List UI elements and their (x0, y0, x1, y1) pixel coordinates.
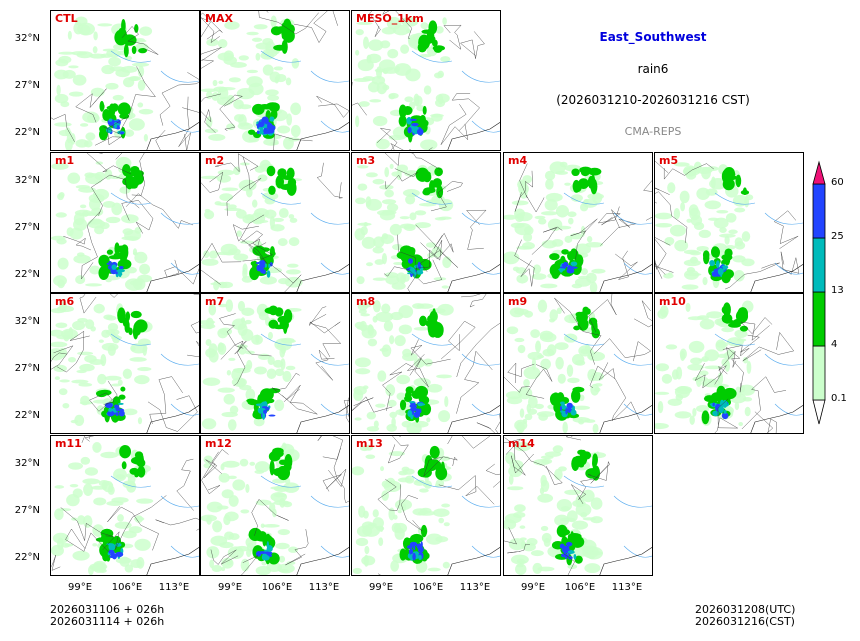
lon-tick-label: 106°E (111, 582, 143, 593)
colorbar-segment (812, 183, 826, 239)
panel-label: m14 (508, 437, 535, 450)
map-panel-m4: m4 (503, 152, 653, 293)
variable-title: rain6 (637, 62, 669, 76)
map-panel-max: MAX (200, 10, 350, 151)
lon-tick-label: 113°E (459, 582, 491, 593)
panel-label: m8 (356, 295, 376, 308)
lat-tick-label: 32°N (14, 316, 40, 327)
lat-tick-label: 22°N (14, 410, 40, 421)
map-panel-m14: m14 (503, 435, 653, 576)
precip-field (51, 16, 199, 150)
map-panel-m7: m7 (200, 293, 350, 434)
lon-tick-label: 106°E (412, 582, 444, 593)
colorbar-tick-label: 25 (831, 231, 844, 242)
valid-time-label: 2026031208(UTC) 2026031216(CST) (695, 604, 795, 628)
map-panel-meso-1km: MESO_1km (351, 10, 501, 151)
region-title: East_Southwest (599, 30, 707, 44)
panel-label: m13 (356, 437, 383, 450)
lon-tick-label: 113°E (308, 582, 340, 593)
colorbar-tick-label: 4 (831, 339, 838, 350)
map-panel-m13: m13 (351, 435, 501, 576)
precip-field (51, 436, 199, 575)
colorbar-tick-label: 13 (831, 285, 844, 296)
lon-tick-label: 106°E (564, 582, 596, 593)
map-panel-m6: m6 (50, 293, 200, 434)
lon-tick-label: 99°E (368, 582, 394, 593)
lon-tick-label: 113°E (158, 582, 190, 593)
precip-field (655, 300, 803, 433)
colorbar-tick-label: 0.1 (831, 393, 847, 404)
system-title: CMA-REPS (624, 125, 682, 138)
map-panel-m1: m1 (50, 152, 200, 293)
precip-field (51, 153, 199, 292)
lon-tick-label: 113°E (611, 582, 643, 593)
colorbar-segment (812, 291, 826, 347)
colorbar (812, 160, 826, 425)
map-panel-m8: m8 (351, 293, 501, 434)
precip-field (655, 160, 803, 292)
panel-label: m7 (205, 295, 225, 308)
precip-field (352, 436, 500, 575)
precip-field (51, 294, 199, 433)
map-panel-m9: m9 (503, 293, 653, 434)
lat-tick-label: 27°N (14, 222, 40, 233)
lon-tick-label: 99°E (520, 582, 546, 593)
precip-field (354, 153, 500, 292)
precip-field (201, 11, 349, 150)
lat-tick-label: 27°N (14, 363, 40, 374)
precip-field (504, 294, 652, 433)
precip-field (201, 436, 349, 575)
panel-label: MESO_1km (356, 12, 424, 25)
lat-tick-label: 27°N (14, 505, 40, 516)
map-panel-m5: m5 (654, 152, 804, 293)
colorbar-segment (812, 237, 826, 293)
panel-label: m6 (55, 295, 75, 308)
lon-tick-label: 99°E (67, 582, 93, 593)
map-panel-m3: m3 (351, 152, 501, 293)
precip-field (504, 161, 652, 292)
panel-label: m2 (205, 154, 225, 167)
panel-label: m10 (659, 295, 686, 308)
panel-label: m3 (356, 154, 376, 167)
valid-cst: 2026031216(CST) (695, 615, 795, 628)
precip-field (504, 436, 652, 575)
lat-tick-label: 22°N (14, 127, 40, 138)
colorbar-tick-label: 60 (831, 177, 844, 188)
lat-tick-label: 22°N (14, 269, 40, 280)
panel-label: m1 (55, 154, 75, 167)
panel-label: m11 (55, 437, 82, 450)
valid-utc: 2026031208(UTC) (695, 603, 796, 616)
init-cst: 2026031114 + 026h (50, 615, 165, 628)
init-utc: 2026031106 + 026h (50, 603, 165, 616)
map-panel-m2: m2 (200, 152, 350, 293)
panel-label: CTL (55, 12, 78, 25)
lat-tick-label: 32°N (14, 175, 40, 186)
colorbar-segment (812, 345, 826, 401)
init-time-label: 2026031106 + 026h 2026031114 + 026h (50, 604, 164, 628)
map-panel-ctl: CTL (50, 10, 200, 151)
lat-tick-label: 22°N (14, 552, 40, 563)
lon-tick-label: 99°E (217, 582, 243, 593)
colorbar-under-extend (812, 399, 826, 425)
colorbar-over-extend (812, 160, 826, 185)
period-title: (2026031210-2026031216 CST) (556, 93, 750, 107)
precip-field (352, 11, 500, 150)
panel-label: m5 (659, 154, 679, 167)
map-panel-m10: m10 (654, 293, 804, 434)
precip-field (201, 153, 349, 292)
panel-label: m12 (205, 437, 232, 450)
lat-tick-label: 27°N (14, 80, 40, 91)
panel-label: m9 (508, 295, 528, 308)
panel-label: MAX (205, 12, 233, 25)
precip-field (352, 294, 500, 433)
panel-label: m4 (508, 154, 528, 167)
map-panel-m11: m11 (50, 435, 200, 576)
precip-field (201, 299, 349, 433)
lat-tick-label: 32°N (14, 33, 40, 44)
lon-tick-label: 106°E (261, 582, 293, 593)
lat-tick-label: 32°N (14, 458, 40, 469)
map-panel-m12: m12 (200, 435, 350, 576)
